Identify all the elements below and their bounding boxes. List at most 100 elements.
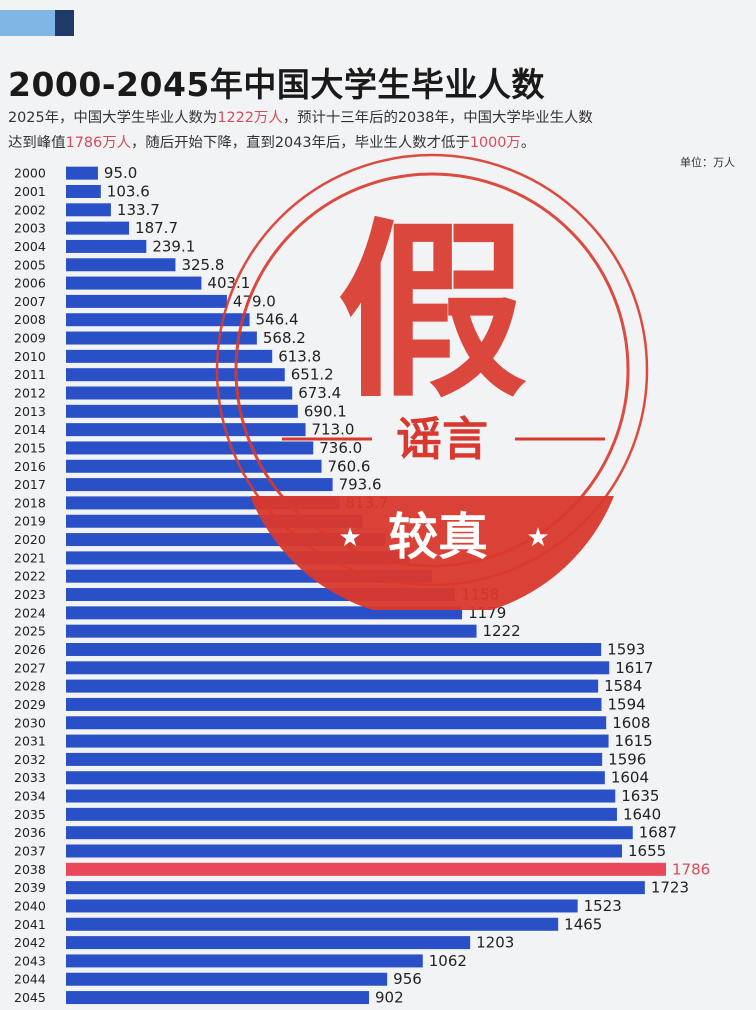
value-label: 1635 — [621, 787, 659, 805]
bar — [66, 807, 617, 821]
bar — [66, 716, 607, 730]
bar — [66, 789, 616, 803]
subtitle-line-1: 2025年，中国大学生毕业人数为1222万人，预计十三年后的2038年，中国大学… — [8, 106, 593, 127]
year-label: 2026 — [14, 642, 46, 657]
year-label: 2001 — [14, 184, 46, 199]
year-label: 2021 — [14, 550, 46, 565]
bar — [66, 331, 257, 345]
bar — [66, 936, 471, 950]
value-label: 1584 — [604, 677, 642, 695]
bar — [66, 459, 322, 473]
value-label: 325.8 — [181, 256, 224, 274]
subtitle-text: 达到峰值 — [8, 135, 66, 151]
year-label: 2004 — [14, 239, 46, 254]
fake-rumor-stamp: 假 谣言 较真 ★ ★ — [215, 153, 649, 610]
subtitle-text: ，随后开始下降，直到2043年后，毕业生人数才低于 — [130, 135, 470, 151]
value-label: 956 — [393, 970, 422, 988]
year-label: 2010 — [14, 349, 46, 364]
bar — [66, 954, 423, 968]
year-label: 2032 — [14, 752, 46, 767]
bar — [66, 368, 285, 382]
value-label: 793.6 — [339, 476, 382, 494]
year-label: 2016 — [14, 459, 46, 474]
subtitle-text: ，预计十三年后的2038年，中国大学毕业生人数 — [282, 110, 593, 126]
value-label: 1640 — [623, 805, 661, 823]
bar — [66, 239, 147, 253]
year-label: 2037 — [14, 844, 46, 859]
bar — [66, 752, 603, 766]
bar — [66, 771, 605, 785]
year-label: 2020 — [14, 532, 46, 547]
value-label: 1615 — [615, 732, 653, 750]
year-label: 2005 — [14, 257, 46, 272]
bar — [66, 478, 333, 492]
bar — [66, 184, 101, 198]
bar — [66, 258, 176, 272]
subtitle-text: 。 — [520, 135, 536, 151]
bar — [66, 862, 666, 876]
year-label: 2002 — [14, 202, 46, 217]
year-label: 2011 — [14, 367, 46, 382]
value-label: 713.0 — [312, 421, 355, 439]
value-label: 1608 — [612, 714, 650, 732]
value-label: 1222 — [483, 622, 521, 640]
year-label: 2023 — [14, 587, 46, 602]
bar — [66, 826, 633, 840]
bar — [66, 972, 388, 986]
value-label: 1465 — [564, 915, 602, 933]
chart-title: 2000-2045年中国大学生毕业人数 — [8, 65, 545, 104]
year-label: 2018 — [14, 495, 46, 510]
year-label: 2035 — [14, 807, 46, 822]
subtitle-highlight: 1786万人 — [65, 135, 131, 151]
value-label: 1523 — [584, 897, 622, 915]
value-label: 1062 — [429, 952, 467, 970]
year-label: 2044 — [14, 972, 46, 987]
year-label: 2039 — [14, 880, 46, 895]
value-label: 1596 — [608, 750, 646, 768]
year-label: 2033 — [14, 770, 46, 785]
value-label: 1723 — [651, 879, 689, 897]
stamp-fake-character: 假 — [337, 202, 527, 423]
bar — [66, 642, 602, 656]
value-label: 760.6 — [328, 457, 371, 475]
bar — [66, 881, 645, 895]
value-label: 902 — [375, 989, 404, 1007]
year-label: 2008 — [14, 312, 46, 327]
year-label: 2022 — [14, 569, 46, 584]
year-label: 2042 — [14, 935, 46, 950]
stamp-star-right-icon: ★ — [526, 523, 549, 553]
year-label: 2003 — [14, 221, 46, 236]
year-label: 2009 — [14, 331, 46, 346]
year-label: 2045 — [14, 990, 46, 1005]
value-label: 736.0 — [319, 439, 362, 457]
year-label: 2028 — [14, 679, 46, 694]
value-label: 133.7 — [117, 201, 160, 219]
year-label: 2043 — [14, 953, 46, 968]
value-label: 187.7 — [135, 219, 178, 237]
unit-label: 单位：万人 — [680, 156, 735, 169]
year-label: 2025 — [14, 624, 46, 639]
value-label: 1593 — [607, 640, 645, 658]
year-label: 2036 — [14, 825, 46, 840]
year-label: 2012 — [14, 386, 46, 401]
year-label: 2000 — [14, 166, 46, 181]
value-label: 546.4 — [256, 311, 299, 329]
year-label: 2040 — [14, 898, 46, 913]
stamp-banner — [250, 496, 614, 610]
subtitle-text: 2025年，中国大学生毕业人数为 — [8, 110, 218, 126]
year-label: 2019 — [14, 514, 46, 529]
value-label: 403.1 — [207, 274, 250, 292]
year-label: 2015 — [14, 440, 46, 455]
stamp-brand-word: 较真 — [388, 508, 488, 566]
bar — [66, 661, 610, 675]
value-label: 651.2 — [291, 366, 334, 384]
year-label: 2017 — [14, 477, 46, 492]
bar — [66, 679, 599, 693]
value-label: 239.1 — [152, 237, 195, 255]
year-label: 2030 — [14, 715, 46, 730]
year-label: 2013 — [14, 404, 46, 419]
value-label: 1203 — [476, 934, 514, 952]
bar — [66, 313, 250, 327]
year-label: 2024 — [14, 605, 46, 620]
